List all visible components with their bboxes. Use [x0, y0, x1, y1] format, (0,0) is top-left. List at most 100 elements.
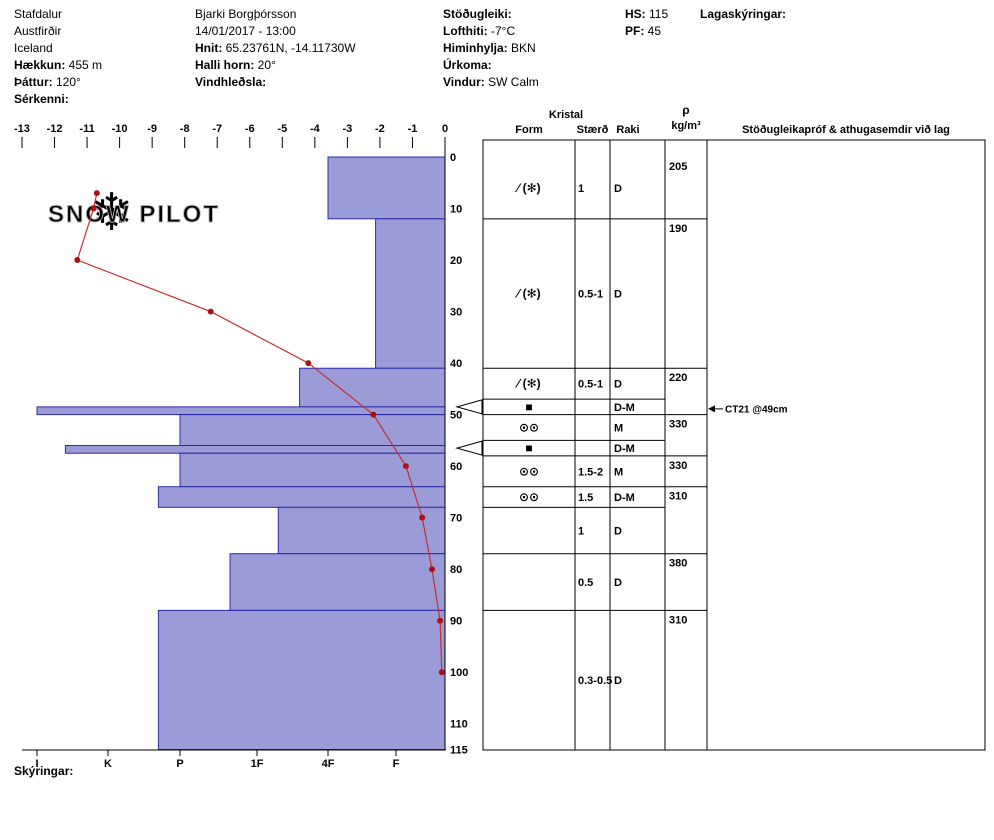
density-value: 380 [669, 558, 687, 570]
header-field: Himinhylja: BKN [443, 40, 539, 57]
hardness-bar [64, 445, 446, 454]
field-value: Bjarki Borgþórsson [195, 7, 297, 21]
field-value: 120° [52, 75, 81, 89]
field-label: Stöðugleiki: [443, 7, 512, 21]
wetness-value: D-M [614, 492, 635, 504]
temperature-point [402, 463, 409, 470]
header-field: Vindhleðsla: [195, 74, 356, 91]
header-field: Lofthiti: -7°C [443, 23, 539, 40]
wetness-value: D [614, 675, 622, 687]
field-label: Lofthiti: [443, 24, 488, 38]
table-header-kristal: Kristal [549, 109, 583, 121]
logo-text: SNOW PILOT [48, 201, 220, 228]
field-value: BKN [507, 41, 536, 55]
temperature-point [419, 514, 426, 521]
field-label: Himinhylja: [443, 41, 508, 55]
header-column: Bjarki Borgþórsson 14/01/2017 - 13:00 Hnit… [195, 6, 356, 91]
depth-tick-label: 110 [450, 719, 468, 731]
temp-tick-label: -8 [180, 123, 190, 135]
temp-tick-label: -9 [147, 123, 157, 135]
grain-form-symbol: ■ [525, 400, 532, 414]
depth-tick-label: 115 [450, 745, 468, 757]
field-value: SW Calm [484, 75, 539, 89]
wetness-value: D [614, 577, 622, 589]
header-field: PF: 45 [625, 23, 668, 40]
field-label: Vindhleðsla: [195, 75, 267, 89]
grain-size-value: 0.5-1 [578, 379, 603, 391]
temperature-point [437, 617, 444, 624]
header-field: Halli horn: 20° [195, 57, 356, 74]
header-column: Stöðugleiki: Lofthiti: -7°C Himinhylja: BK… [443, 6, 539, 91]
depth-tick-label: 60 [450, 461, 462, 473]
header-field: Bjarki Borgþórsson [195, 6, 356, 23]
density-value: 190 [669, 223, 687, 235]
field-value: Iceland [14, 41, 53, 55]
header-field: Hnit: 65.23761N, -14.11730W [195, 40, 356, 57]
field-label: Hækkun: [14, 58, 66, 72]
hardness-tick-label: I [35, 758, 38, 770]
wetness-value: D [614, 183, 622, 195]
stability-test-annotation: CT21 @49cm [725, 404, 788, 415]
grain-form-symbol: ⁄ (✻) [514, 181, 540, 195]
wetness-value: M [614, 466, 623, 478]
header-field: Lagaskýringar: [700, 6, 786, 23]
table-header-comments: Stöðugleikapróf & athugasemdir við lag [742, 124, 950, 136]
hardness-bar [36, 406, 446, 416]
header-column: HS: 115 PF: 45 [625, 6, 668, 40]
temp-tick-label: -7 [212, 123, 222, 135]
temp-tick-label: -1 [408, 123, 418, 135]
header-field: HS: 115 [625, 6, 668, 23]
depth-tick-label: 50 [450, 410, 462, 422]
table-header-density-symbol: ρ [682, 103, 689, 117]
temperature-point [438, 669, 445, 676]
header-field: Sérkenni: [14, 91, 102, 108]
hardness-bar [229, 553, 446, 611]
hardness-bar [157, 486, 446, 508]
field-value: 14/01/2017 - 13:00 [195, 24, 296, 38]
grain-size-value: 0.5 [578, 577, 593, 589]
depth-tick-label: 40 [450, 358, 462, 370]
field-label: Hnit: [195, 41, 223, 55]
density-value: 330 [669, 419, 687, 431]
field-label: Vindur: [443, 75, 485, 89]
density-value: 310 [669, 491, 687, 503]
temperature-point [370, 411, 377, 418]
field-value: 45 [644, 24, 662, 38]
depth-tick-label: 20 [450, 255, 462, 267]
hardness-bar [277, 506, 446, 555]
field-value: Austfirðir [14, 24, 62, 38]
grain-form-symbol: ⁄ (✻) [514, 287, 540, 301]
header-field: Þáttur: 120° [14, 74, 102, 91]
field-value: Stafdalur [14, 7, 63, 21]
hardness-tick-label: K [104, 758, 112, 770]
depth-tick-label: 10 [450, 204, 462, 216]
wetness-value: D [614, 379, 622, 391]
wetness-value: D [614, 526, 622, 538]
field-label: Sérkenni: [14, 92, 69, 106]
field-label: Halli horn: [195, 58, 255, 72]
comment-arrow-icon [708, 405, 715, 413]
temp-tick-label: -11 [79, 123, 94, 135]
field-value: 115 [645, 7, 669, 21]
grain-form-symbol: ⊙⊙ [519, 420, 539, 434]
hardness-bar [179, 452, 446, 488]
temperature-point [305, 360, 312, 367]
layer-table-border [482, 139, 986, 751]
density-value: 220 [669, 372, 687, 384]
wetness-value: D-M [614, 402, 635, 414]
density-value: 205 [669, 161, 687, 173]
temperature-point [428, 566, 435, 573]
depth-tick-label: 0 [450, 152, 456, 164]
depth-tick-label: 100 [450, 667, 468, 679]
depth-tick-label: 80 [450, 564, 462, 576]
temperature-point [90, 205, 97, 212]
depth-tick-label: 70 [450, 513, 462, 525]
header-field: Iceland [14, 40, 102, 57]
field-label: Lagaskýringar: [700, 7, 787, 21]
hardness-tick-label: 4F [322, 758, 335, 770]
field-value: 20° [254, 58, 276, 72]
wetness-value: M [614, 422, 623, 434]
layer-pointer-icon [455, 399, 483, 415]
